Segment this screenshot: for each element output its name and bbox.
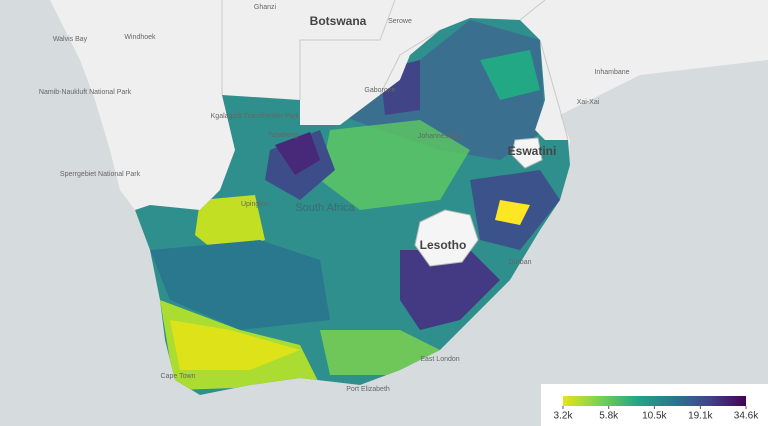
place-label: Upington [241, 201, 269, 208]
colorbar [563, 396, 746, 406]
place-label: Port Elizabeth [346, 386, 390, 393]
place-label: Eswatini [508, 144, 557, 158]
tick-label: 10.5k [642, 411, 667, 422]
place-label: Botswana [310, 14, 367, 28]
place-label: East London [420, 356, 459, 363]
place-label: Xai-Xai [577, 99, 600, 106]
place-label: Inhambane [594, 69, 629, 76]
place-label: Sperrgebiet National Park [60, 171, 141, 178]
place-label: Serowe [388, 18, 412, 25]
tick-label: 34.6k [734, 411, 759, 422]
borders [221, 0, 569, 141]
eswatini [511, 137, 543, 169]
place-label: Cape Town [161, 373, 196, 380]
place-label: Johannesburg [418, 133, 462, 140]
place-label: Tshabong [268, 132, 298, 139]
place-label: Walvis Bay [53, 36, 88, 43]
place-label: Ghanzi [254, 4, 277, 11]
place-label: Windhoek [124, 34, 156, 41]
tick-label: 19.1k [688, 411, 713, 422]
place-label: Kgalagadi Transfrontier Park [211, 113, 300, 120]
place-label: Durban [509, 259, 532, 266]
labels: Botswana Ghanzi Serowe Walvis Bay Windhoek Ga… [39, 4, 630, 393]
tick-label: 5.8k [599, 411, 619, 422]
lesotho [414, 209, 479, 267]
place-label: Gaborone [364, 87, 395, 94]
place-label: South Africa [295, 202, 355, 214]
legend: 3.2k 5.8k 10.5k 19.1k 34.6k [541, 384, 768, 426]
place-label: Namib-Naukluft National Park [39, 89, 132, 96]
place-label: Lesotho [420, 238, 467, 252]
tick-label: 3.2k [554, 411, 574, 422]
